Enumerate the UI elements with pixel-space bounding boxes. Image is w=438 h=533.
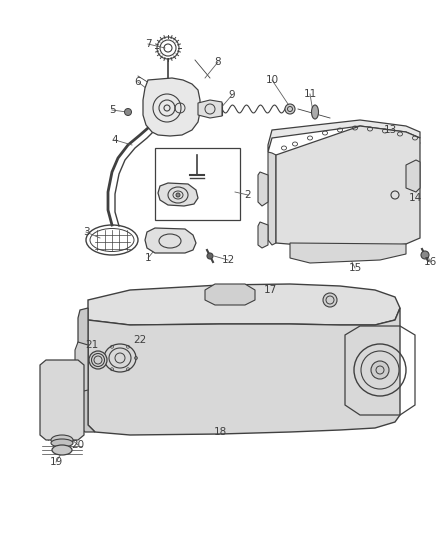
Ellipse shape: [51, 435, 73, 445]
Text: 19: 19: [49, 457, 63, 467]
Text: 7: 7: [145, 39, 151, 49]
Polygon shape: [88, 308, 400, 435]
Ellipse shape: [89, 351, 107, 369]
Text: 20: 20: [71, 440, 85, 450]
Text: 4: 4: [112, 135, 118, 145]
Text: 3: 3: [83, 227, 89, 237]
Polygon shape: [40, 360, 84, 440]
Text: 21: 21: [85, 340, 99, 350]
Text: 14: 14: [408, 193, 422, 203]
Ellipse shape: [219, 288, 241, 304]
Text: 16: 16: [424, 257, 437, 267]
Text: 6: 6: [135, 77, 141, 87]
Polygon shape: [198, 100, 222, 118]
Polygon shape: [145, 228, 196, 253]
Ellipse shape: [52, 445, 72, 455]
Ellipse shape: [124, 109, 131, 116]
Polygon shape: [290, 243, 406, 263]
Polygon shape: [158, 183, 198, 206]
Polygon shape: [268, 152, 276, 245]
Polygon shape: [268, 120, 420, 152]
Ellipse shape: [49, 362, 75, 388]
Text: 8: 8: [215, 57, 221, 67]
Text: 15: 15: [348, 263, 362, 273]
Ellipse shape: [311, 105, 318, 119]
Polygon shape: [258, 172, 268, 206]
Text: 5: 5: [109, 105, 115, 115]
Polygon shape: [75, 342, 88, 392]
Text: 11: 11: [304, 89, 317, 99]
Ellipse shape: [371, 361, 389, 379]
Ellipse shape: [285, 104, 295, 114]
Text: 17: 17: [263, 285, 277, 295]
Text: 12: 12: [221, 255, 235, 265]
Ellipse shape: [176, 193, 180, 197]
Text: 1: 1: [145, 253, 151, 263]
Ellipse shape: [421, 251, 429, 259]
Polygon shape: [406, 160, 420, 192]
Text: 18: 18: [213, 427, 226, 437]
Text: 9: 9: [229, 90, 235, 100]
Polygon shape: [205, 284, 255, 305]
Ellipse shape: [222, 290, 238, 302]
Bar: [155, 148, 240, 220]
Ellipse shape: [323, 293, 337, 307]
Text: 13: 13: [383, 125, 397, 135]
Polygon shape: [276, 126, 420, 250]
Polygon shape: [258, 222, 268, 248]
Polygon shape: [88, 284, 400, 325]
Polygon shape: [78, 308, 95, 432]
Ellipse shape: [207, 253, 213, 259]
Ellipse shape: [104, 344, 136, 372]
Ellipse shape: [51, 439, 73, 447]
Polygon shape: [143, 78, 200, 136]
Text: 2: 2: [245, 190, 251, 200]
Text: 10: 10: [265, 75, 279, 85]
Text: 22: 22: [134, 335, 147, 345]
